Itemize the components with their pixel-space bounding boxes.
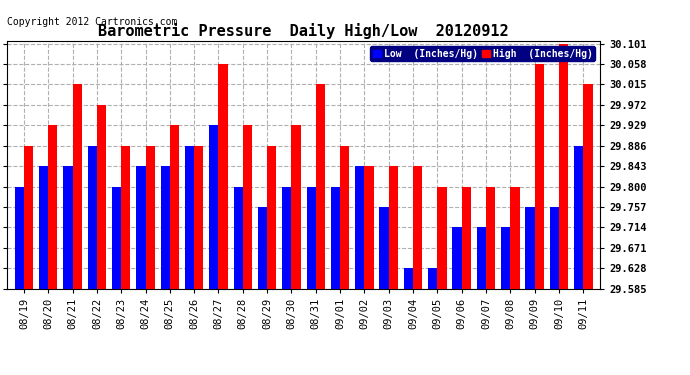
Bar	[194, 146, 204, 289]
Bar	[24, 146, 33, 289]
Bar	[574, 146, 583, 289]
Bar	[404, 268, 413, 289]
Bar	[306, 187, 316, 289]
Bar	[501, 228, 511, 289]
Bar	[146, 146, 155, 289]
Bar	[39, 166, 48, 289]
Legend: Low  (Inches/Hg), High  (Inches/Hg): Low (Inches/Hg), High (Inches/Hg)	[371, 46, 595, 61]
Bar	[170, 125, 179, 289]
Bar	[267, 146, 277, 289]
Bar	[97, 105, 106, 289]
Text: Copyright 2012 Cartronics.com: Copyright 2012 Cartronics.com	[7, 17, 177, 27]
Bar	[388, 166, 398, 289]
Bar	[525, 207, 535, 289]
Bar	[88, 146, 97, 289]
Bar	[209, 125, 219, 289]
Bar	[291, 125, 301, 289]
Bar	[477, 228, 486, 289]
Bar	[364, 166, 374, 289]
Bar	[258, 207, 267, 289]
Bar	[583, 84, 593, 289]
Bar	[413, 166, 422, 289]
Bar	[331, 187, 340, 289]
Bar	[437, 187, 446, 289]
Bar	[48, 125, 57, 289]
Bar	[185, 146, 194, 289]
Bar	[380, 207, 388, 289]
Title: Barometric Pressure  Daily High/Low  20120912: Barometric Pressure Daily High/Low 20120…	[98, 23, 509, 39]
Bar	[219, 64, 228, 289]
Bar	[511, 187, 520, 289]
Bar	[453, 228, 462, 289]
Bar	[535, 64, 544, 289]
Bar	[243, 125, 252, 289]
Bar	[233, 187, 243, 289]
Bar	[137, 166, 146, 289]
Bar	[462, 187, 471, 289]
Bar	[340, 146, 349, 289]
Bar	[72, 84, 82, 289]
Bar	[121, 146, 130, 289]
Bar	[550, 207, 559, 289]
Bar	[559, 44, 568, 289]
Bar	[63, 166, 72, 289]
Bar	[355, 166, 364, 289]
Bar	[161, 166, 170, 289]
Bar	[14, 187, 24, 289]
Bar	[316, 84, 325, 289]
Bar	[282, 187, 291, 289]
Bar	[486, 187, 495, 289]
Bar	[112, 187, 121, 289]
Bar	[428, 268, 437, 289]
